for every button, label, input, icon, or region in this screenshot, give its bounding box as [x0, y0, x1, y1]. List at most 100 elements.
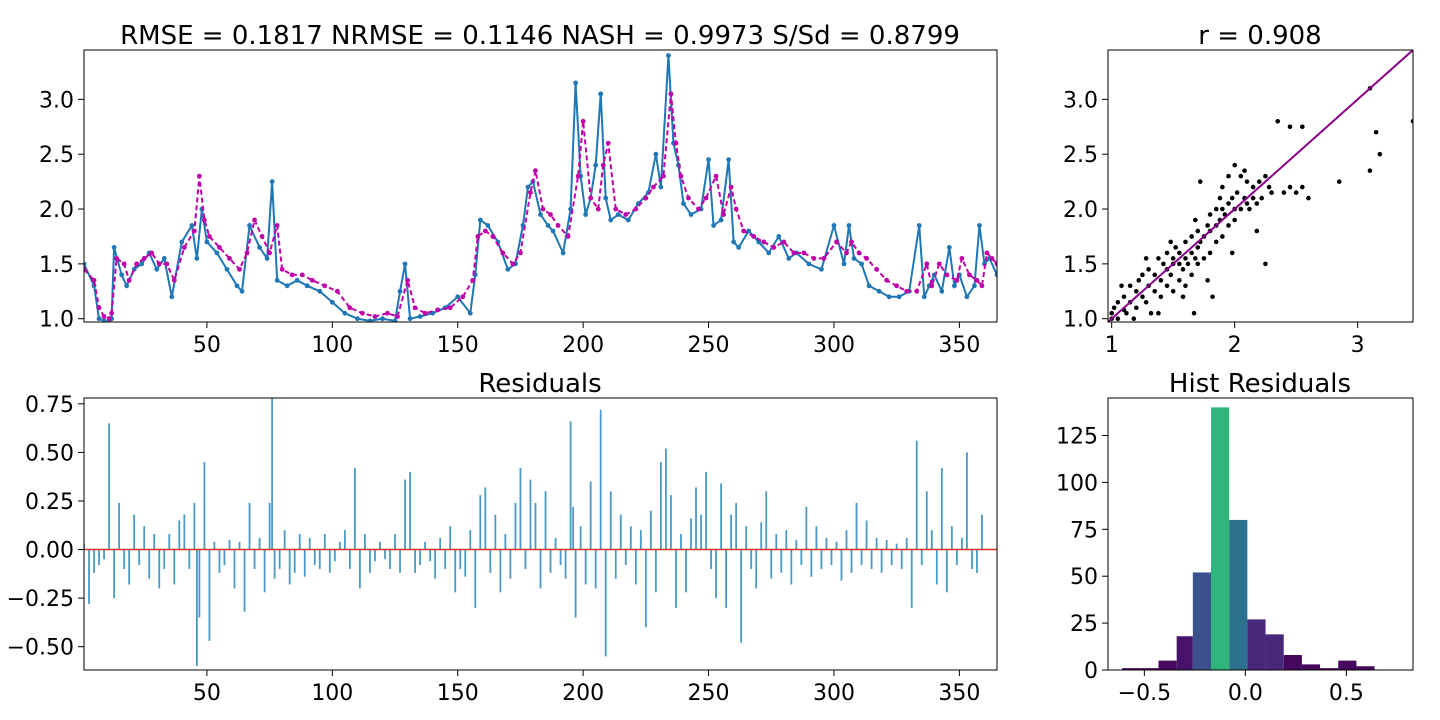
residuals-y-tick-label: 0.00 [25, 539, 74, 564]
scatter-point [1119, 283, 1124, 289]
timeseries-observed-point [284, 283, 290, 289]
scatter-point [1195, 228, 1201, 234]
timeseries-simulated-point [864, 255, 869, 261]
timeseries-simulated-point [91, 277, 97, 283]
residual-bar [489, 549, 492, 573]
residual-bar [695, 487, 697, 550]
timeseries-simulated-point [372, 314, 378, 319]
timeseries-observed-point [736, 245, 742, 250]
timeseries-observed-point [477, 217, 483, 223]
residual-bar [705, 471, 707, 550]
residuals-x-tick-label: 300 [813, 681, 855, 706]
timeseries-observed-point [294, 277, 300, 283]
scatter-point [1170, 288, 1176, 294]
scatter-point [1131, 316, 1137, 322]
timeseries-simulated-point [588, 195, 594, 201]
residual-bar [369, 549, 371, 573]
timeseries-simulated-point [289, 272, 295, 278]
timeseries-observed-point [269, 179, 275, 185]
timeseries-observed-point [718, 217, 724, 223]
timeseries-simulated-point [518, 250, 523, 256]
residual-bar [609, 491, 612, 550]
timeseries-observed-point [234, 283, 240, 289]
residual-bar [434, 549, 437, 579]
scatter-point [1115, 316, 1121, 322]
histogram-bar [1140, 668, 1159, 670]
timeseries-simulated-point [191, 228, 197, 234]
residual-bar [895, 543, 898, 550]
timeseries-observed-point [545, 223, 551, 228]
timeseries-observed-point [485, 223, 491, 228]
residual-bar [198, 549, 201, 618]
residual-bar [599, 409, 602, 550]
residual-bar [404, 479, 406, 550]
timeseries-simulated-point [856, 250, 862, 256]
timeseries-simulated-point [470, 277, 476, 283]
timeseries-observed-point [169, 294, 175, 300]
scatter-point [1213, 239, 1219, 245]
residuals-ticks: 50 100 150 200 250 300 350 −0.50 −0.25 0.00 0.25 0.… [7, 393, 981, 706]
residual-bar [148, 549, 151, 579]
residual-bar [765, 491, 768, 550]
residual-bar [504, 534, 507, 550]
residual-bar [469, 530, 472, 550]
residual-bar [634, 549, 637, 585]
timeseries-simulated-point [728, 184, 734, 190]
timeseries-x-tick-label: 100 [311, 333, 353, 358]
residual-bar [855, 502, 858, 550]
timeseries-simulated-point [721, 212, 727, 217]
residual-bar [379, 541, 381, 550]
timeseries-y-tick-label: 1.5 [39, 253, 74, 278]
timeseries-simulated-point [633, 206, 639, 212]
residual-bar [850, 549, 853, 573]
scatter-point [1136, 278, 1142, 283]
timeseries-observed-point [658, 184, 664, 190]
residual-bar [123, 549, 126, 569]
residual-bar [529, 479, 532, 550]
residual-bar [875, 537, 878, 550]
residual-bar [845, 530, 848, 550]
timeseries-simulated-point [237, 266, 242, 272]
residual-bar [865, 520, 868, 550]
residual-bar [572, 506, 575, 550]
timeseries-x-tick-label: 200 [562, 333, 604, 358]
residual-bar [444, 549, 447, 569]
timeseries-simulated-point [565, 234, 571, 239]
timeseries-simulated-point [884, 277, 890, 283]
residual-bar [584, 549, 587, 585]
residual-bar [930, 530, 933, 550]
timeseries-simulated-point [613, 206, 619, 212]
timeseries-simulated-point [668, 91, 674, 97]
scatter-point [1168, 239, 1174, 245]
timeseries-observed-point [766, 250, 772, 256]
residuals-plot-area [84, 398, 997, 667]
timeseries-observed-point [977, 223, 982, 228]
scatter-point [1140, 294, 1145, 300]
timeseries-simulated-point [600, 162, 606, 168]
timeseries-simulated-point [661, 173, 666, 179]
timeseries-simulated-point [96, 305, 102, 311]
timeseries-observed-point [139, 261, 145, 267]
scatter-point [1201, 256, 1207, 261]
residual-bar [233, 549, 236, 589]
timeseries-observed-point [859, 261, 864, 267]
scatter-y-tick-label: 2.5 [1063, 143, 1098, 168]
timeseries-simulated-point [422, 310, 428, 316]
residuals-x-tick-label: 250 [688, 681, 730, 706]
residual-bar [624, 549, 627, 566]
timeseries-simulated-point [696, 206, 701, 212]
timeseries-simulated-point [385, 310, 390, 316]
residual-bar [429, 549, 432, 562]
scatter-point [1180, 267, 1186, 272]
scatter-point [1121, 294, 1127, 300]
timeseries-simulated-point [126, 277, 132, 283]
timeseries-simulated-point [989, 255, 995, 261]
residual-bar [825, 537, 828, 550]
timeseries-observed-point [653, 151, 659, 157]
residual-bar [755, 549, 758, 589]
residuals-y-tick-label: −0.50 [7, 636, 74, 661]
timeseries-series-group [84, 53, 997, 322]
timeseries-simulated-point [936, 261, 942, 267]
residual-bar [720, 483, 722, 550]
scatter-point [1232, 162, 1237, 168]
